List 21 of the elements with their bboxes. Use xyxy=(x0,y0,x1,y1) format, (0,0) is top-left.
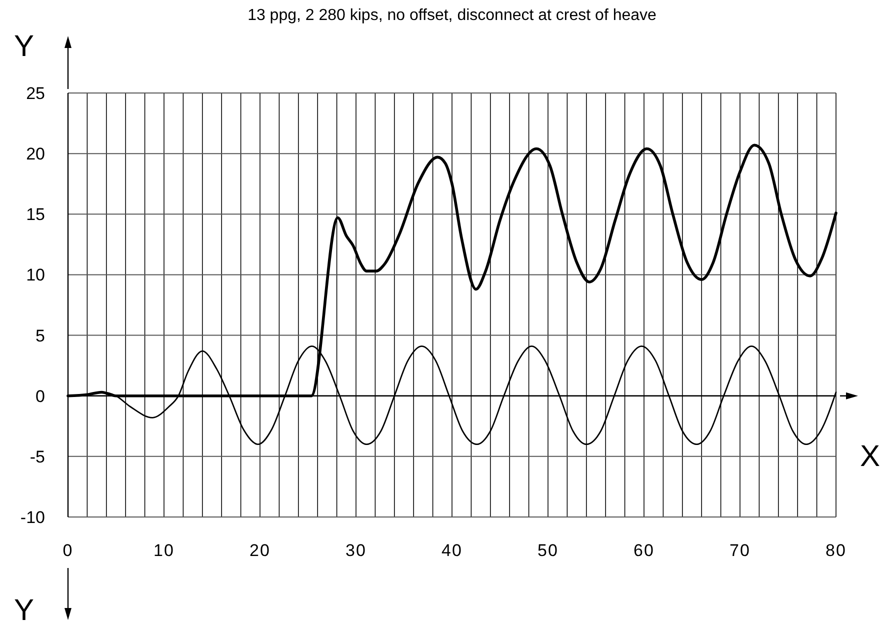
y-tick-label: -5 xyxy=(30,447,45,466)
x-axis-title: X xyxy=(860,440,880,473)
x-tick-label: 10 xyxy=(154,541,174,560)
x-tick-label: 30 xyxy=(346,541,366,560)
y-tick-label: 15 xyxy=(26,205,45,224)
y-axis-title: Y xyxy=(14,30,34,63)
y-tick-label: 20 xyxy=(26,144,45,164)
y-tick-label: -10 xyxy=(20,508,45,527)
x-tick-label: 0 xyxy=(62,541,74,560)
y-tick-label: 10 xyxy=(26,266,45,285)
y-tick-label: 0 xyxy=(36,386,45,406)
x-tick-label: 20 xyxy=(250,541,270,560)
text: Y xyxy=(14,594,34,627)
y-tick-label: 5 xyxy=(36,326,45,346)
chart-title: 13 ppg, 2 280 kips, no offset, disconnect at crest of heave xyxy=(248,7,657,24)
x-tick-label: 50 xyxy=(538,541,558,560)
y-tick-label: 25 xyxy=(26,84,45,103)
x-tick-label: 40 xyxy=(442,541,462,560)
x-tick-label: 70 xyxy=(730,541,750,560)
x-tick-label: 80 xyxy=(826,541,846,560)
x-tick-label: 60 xyxy=(634,541,654,560)
